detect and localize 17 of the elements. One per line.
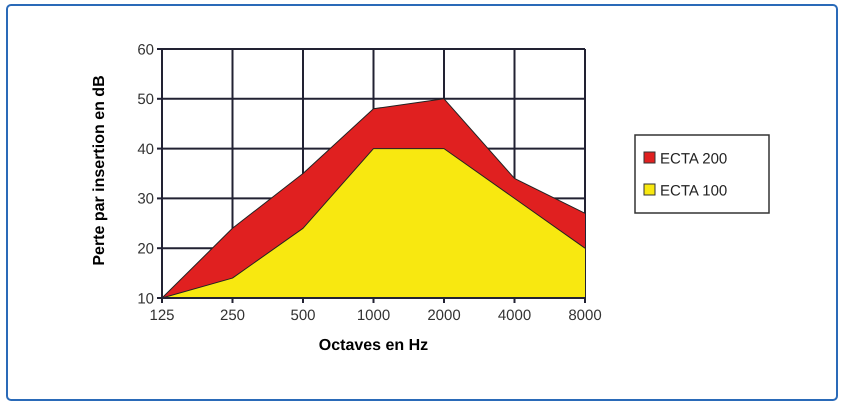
y-tick-label: 30 xyxy=(137,190,154,208)
x-tick-label: 2000 xyxy=(427,307,461,324)
x-axis-title: Octaves en Hz xyxy=(318,337,428,354)
x-tick-label: 250 xyxy=(220,307,246,324)
legend-label: ECTA 200 xyxy=(660,150,728,168)
y-tick-label: 50 xyxy=(137,91,154,108)
x-tick-label: 1000 xyxy=(356,307,390,324)
x-tick-label: 8000 xyxy=(568,307,602,324)
x-tick-label: 500 xyxy=(290,307,316,324)
y-axis-title: Perte par insertion en dB xyxy=(91,75,108,266)
x-tick-label: 4000 xyxy=(498,307,532,324)
y-tick-label: 20 xyxy=(137,240,154,258)
y-tick-label: 40 xyxy=(137,140,154,158)
legend-label: ECTA 100 xyxy=(660,182,728,200)
x-tick-label: 125 xyxy=(149,307,175,324)
y-tick-label: 60 xyxy=(137,41,154,58)
y-tick-label: 10 xyxy=(137,290,154,308)
